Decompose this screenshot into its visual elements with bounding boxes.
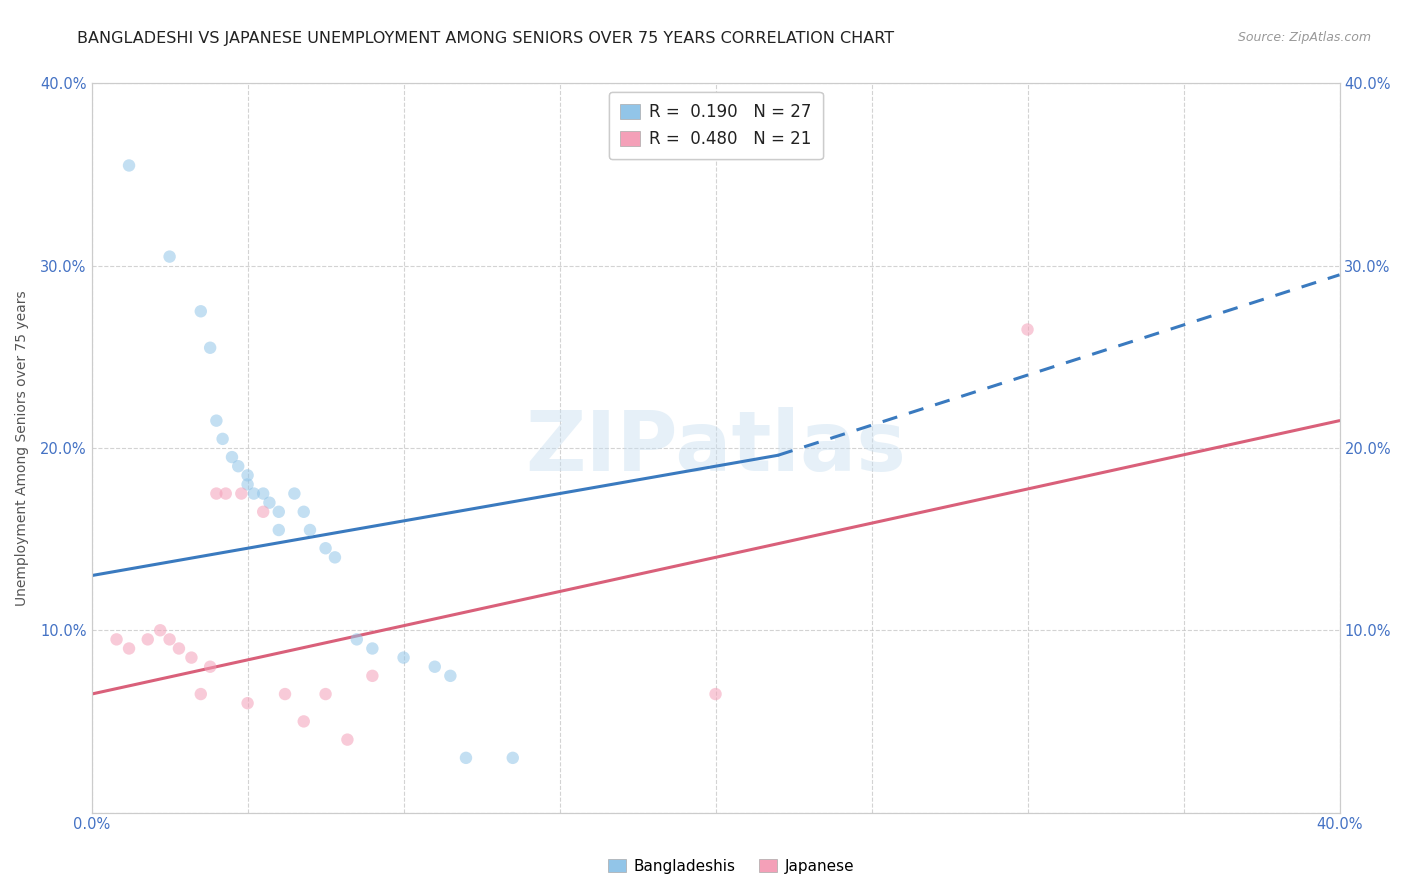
- Point: [205, 486, 228, 500]
- Point: [118, 641, 141, 656]
- Y-axis label: Unemployment Among Seniors over 75 years: Unemployment Among Seniors over 75 years: [15, 290, 30, 606]
- Point: [283, 486, 305, 500]
- Point: [167, 641, 190, 656]
- Point: [1017, 322, 1039, 336]
- Point: [252, 505, 274, 519]
- Point: [292, 505, 315, 519]
- Point: [231, 486, 253, 500]
- Point: [315, 541, 337, 556]
- Text: ZIPatlas: ZIPatlas: [524, 408, 905, 489]
- Point: [267, 505, 290, 519]
- Point: [454, 751, 477, 765]
- Point: [361, 669, 384, 683]
- Point: [221, 450, 243, 464]
- Point: [292, 714, 315, 729]
- Point: [215, 486, 238, 500]
- Point: [252, 486, 274, 500]
- Point: [205, 414, 228, 428]
- Point: [267, 523, 290, 537]
- Point: [236, 696, 259, 710]
- Text: BANGLADESHI VS JAPANESE UNEMPLOYMENT AMONG SENIORS OVER 75 YEARS CORRELATION CHA: BANGLADESHI VS JAPANESE UNEMPLOYMENT AMO…: [77, 31, 894, 46]
- Point: [190, 304, 212, 318]
- Point: [392, 650, 415, 665]
- Point: [118, 158, 141, 172]
- Point: [502, 751, 524, 765]
- Point: [423, 659, 446, 673]
- Point: [198, 341, 221, 355]
- Point: [704, 687, 727, 701]
- Point: [236, 477, 259, 491]
- Point: [149, 624, 172, 638]
- Point: [323, 550, 346, 565]
- Point: [315, 687, 337, 701]
- Point: [298, 523, 321, 537]
- Point: [439, 669, 461, 683]
- Legend: Bangladeshis, Japanese: Bangladeshis, Japanese: [602, 853, 860, 880]
- Point: [211, 432, 233, 446]
- Point: [198, 659, 221, 673]
- Point: [159, 250, 181, 264]
- Point: [243, 486, 266, 500]
- Point: [190, 687, 212, 701]
- Point: [346, 632, 368, 647]
- Point: [105, 632, 128, 647]
- Point: [259, 496, 281, 510]
- Point: [361, 641, 384, 656]
- Point: [226, 459, 249, 474]
- Point: [236, 468, 259, 483]
- Point: [274, 687, 297, 701]
- Point: [136, 632, 159, 647]
- Point: [159, 632, 181, 647]
- Point: [180, 650, 202, 665]
- Text: Source: ZipAtlas.com: Source: ZipAtlas.com: [1237, 31, 1371, 45]
- Point: [336, 732, 359, 747]
- Legend: R =  0.190   N = 27, R =  0.480   N = 21: R = 0.190 N = 27, R = 0.480 N = 21: [609, 92, 823, 160]
